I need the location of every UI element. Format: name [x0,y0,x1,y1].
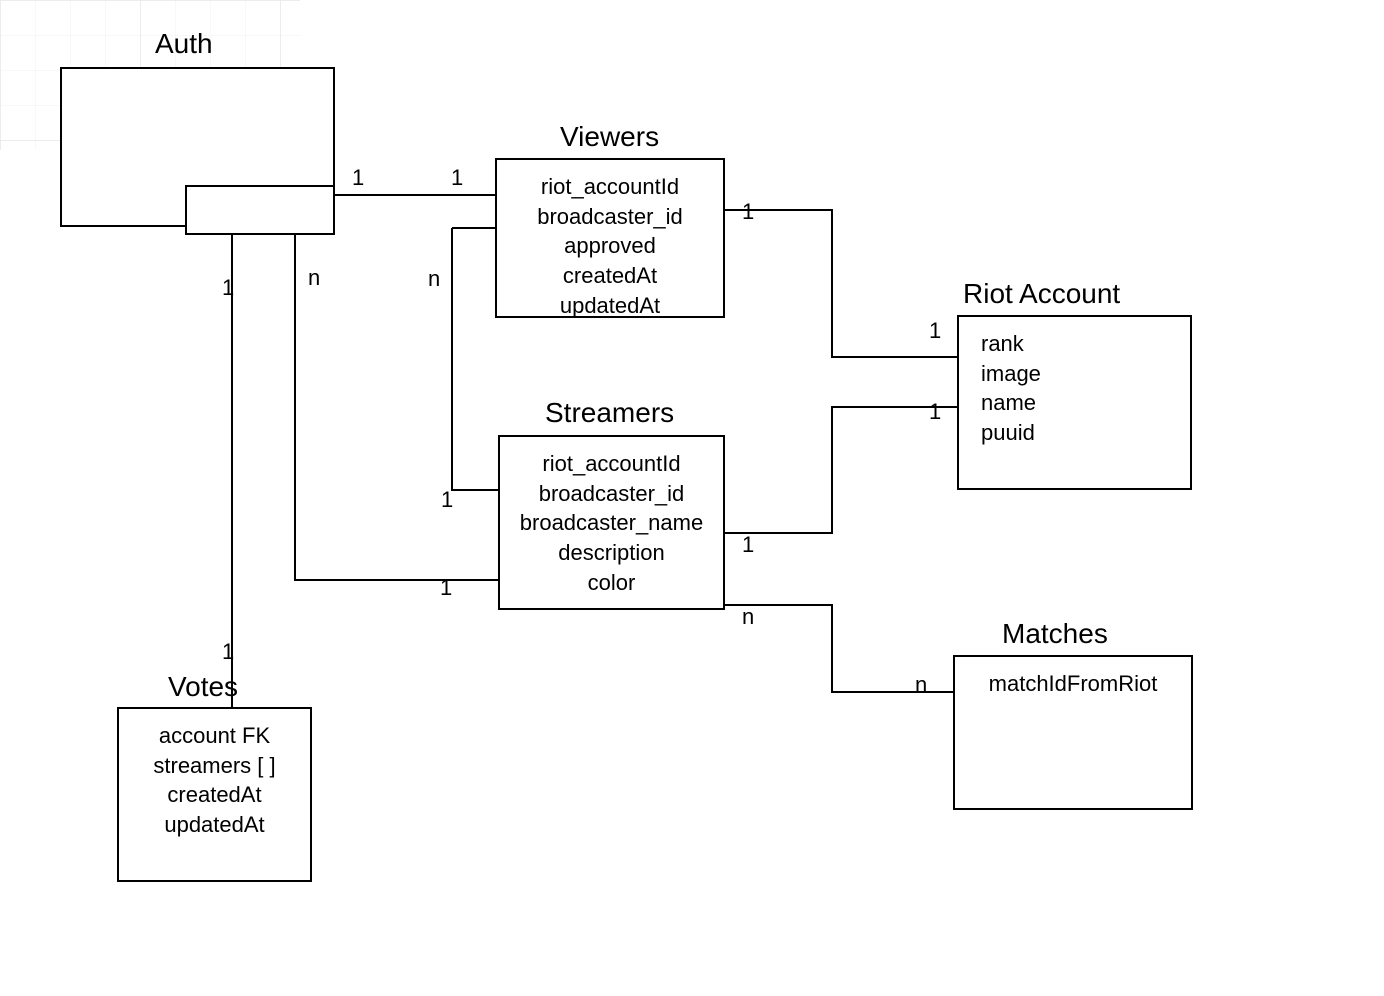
attrs-streamers: riot_accountIdbroadcaster_idbroadcaster_… [500,449,723,597]
cardinality-accounts-viewers-1: 1 [451,165,463,191]
entity-votes: account FKstreamers [ ]createdAtupdatedA… [117,707,312,882]
diagram-canvas: AuthAccountsViewersriot_accountIdbroadca… [0,0,1384,996]
attr-viewers-0: riot_accountId [497,172,723,202]
edge-accounts-streamers [295,235,498,580]
attrs-viewers: riot_accountIdbroadcaster_idapprovedcrea… [497,172,723,320]
cardinality-accounts-votes-2: 1 [222,275,234,301]
attrs-riot: rankimagenamepuuid [959,329,1190,448]
cardinality-viewers-riot-8: 1 [742,199,754,225]
cardinality-streamers-riot-11: 1 [929,399,941,425]
attr-riot-3: puuid [981,418,1190,448]
cardinality-accounts-streamers-4: n [308,265,320,291]
attr-streamers-3: description [500,538,723,568]
attr-votes-0: account FK [119,721,310,751]
cardinality-viewers-riot-9: 1 [929,318,941,344]
cardinality-accounts-streamers-5: 1 [440,575,452,601]
cardinality-accounts-votes-3: 1 [222,639,234,665]
attr-viewers-2: approved [497,231,723,261]
cardinality-viewers-streamers-7: 1 [441,487,453,513]
attr-viewers-4: updatedAt [497,291,723,321]
attr-riot-2: name [981,388,1190,418]
attr-streamers-2: broadcaster_name [500,508,723,538]
cardinality-viewers-streamers-6: n [428,266,440,292]
edge-viewers-streamers [452,228,498,490]
edge-viewers-riot [725,210,957,357]
attrs-matches: matchIdFromRiot [955,669,1191,699]
attr-votes-3: updatedAt [119,810,310,840]
title-matches: Matches [1002,618,1108,650]
attr-viewers-3: createdAt [497,261,723,291]
edge-streamers-riot [725,407,957,533]
attr-streamers-0: riot_accountId [500,449,723,479]
attr-streamers-1: broadcaster_id [500,479,723,509]
attr-riot-0: rank [981,329,1190,359]
entity-streamers: riot_accountIdbroadcaster_idbroadcaster_… [498,435,725,610]
attr-viewers-1: broadcaster_id [497,202,723,232]
entity-matches: matchIdFromRiot [953,655,1193,810]
title-viewers: Viewers [560,121,659,153]
cardinality-streamers-matches-13: n [915,672,927,698]
cardinality-accounts-viewers-0: 1 [352,165,364,191]
attrs-votes: account FKstreamers [ ]createdAtupdatedA… [119,721,310,840]
attr-matches-0: matchIdFromRiot [955,669,1191,699]
attr-streamers-4: color [500,568,723,598]
attr-votes-2: createdAt [119,780,310,810]
attr-riot-1: image [981,359,1190,389]
entity-accounts [185,185,335,235]
entity-viewers: riot_accountIdbroadcaster_idapprovedcrea… [495,158,725,318]
title-streamers: Streamers [545,397,674,429]
title-auth: Auth [155,28,213,60]
attr-votes-1: streamers [ ] [119,751,310,781]
title-riot: Riot Account [963,278,1120,310]
entity-riot: rankimagenamepuuid [957,315,1192,490]
title-votes: Votes [168,671,238,703]
cardinality-streamers-matches-12: n [742,604,754,630]
cardinality-streamers-riot-10: 1 [742,532,754,558]
